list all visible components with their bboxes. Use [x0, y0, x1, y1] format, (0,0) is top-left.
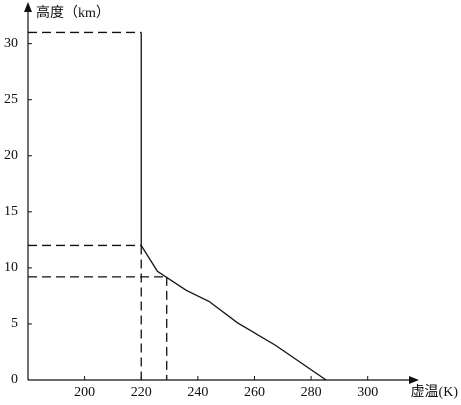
y-tick-label: 5	[11, 316, 18, 331]
x-axis-arrow	[409, 376, 419, 384]
x-tick-label: 260	[244, 385, 265, 400]
profile-line	[140, 32, 327, 381]
y-tick-label: 0	[11, 372, 18, 387]
y-tick-label: 30	[4, 36, 18, 51]
y-axis-label: 高度（km）	[36, 4, 110, 21]
y-axis-arrow	[24, 2, 32, 12]
x-tick-label: 240	[187, 385, 208, 400]
x-tick-label: 200	[74, 385, 95, 400]
x-tick-label: 300	[357, 385, 378, 400]
x-tick-label: 220	[131, 385, 152, 400]
y-tick-label: 25	[4, 92, 18, 107]
x-tick-label: 280	[301, 385, 322, 400]
y-tick-label: 10	[4, 260, 18, 275]
x-axis-label: 虚温(K)	[411, 384, 459, 400]
y-tick-label: 15	[4, 204, 18, 219]
y-tick-label: 20	[4, 148, 18, 163]
